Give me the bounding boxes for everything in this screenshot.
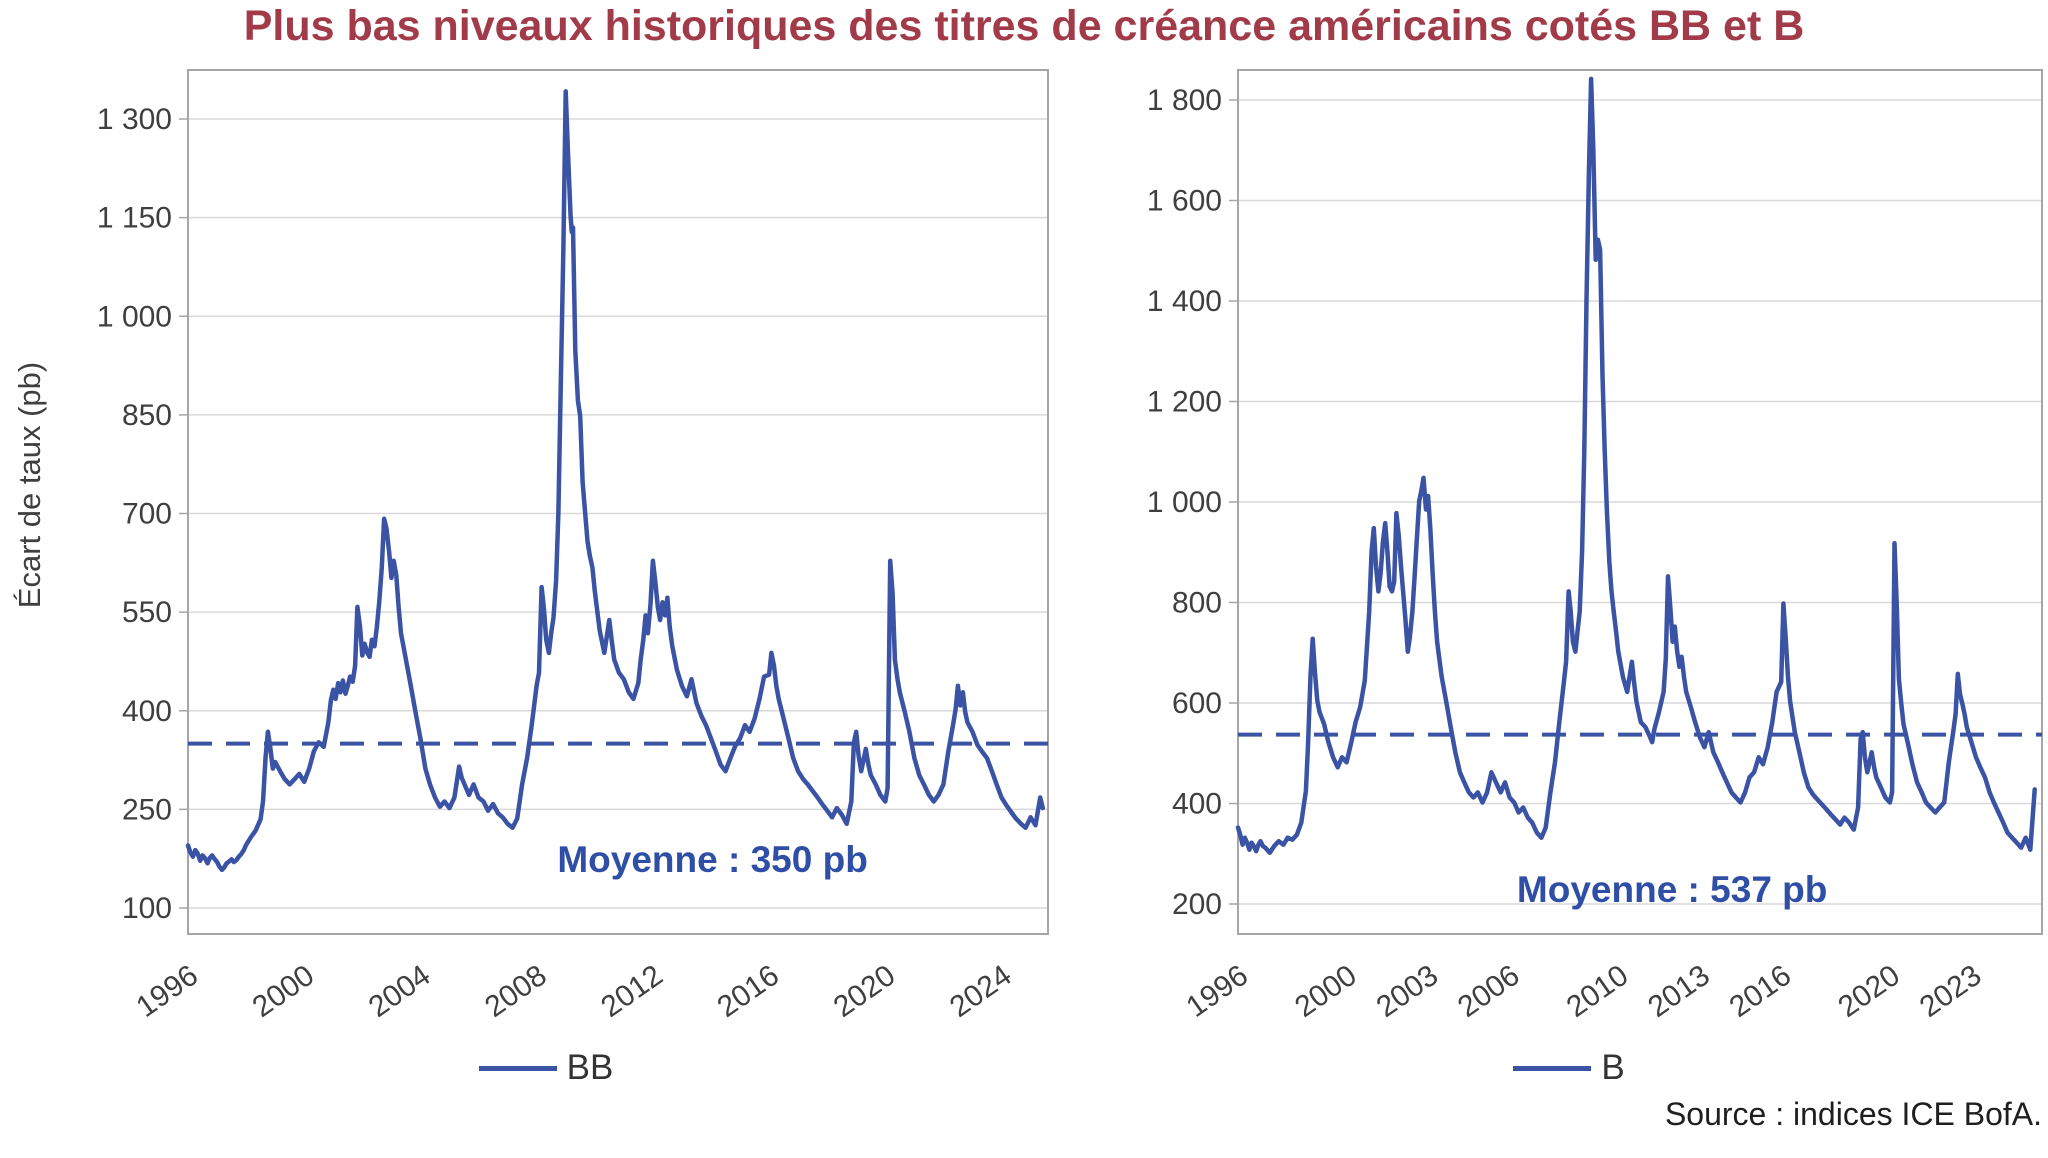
svg-text:2000: 2000 <box>247 959 321 1024</box>
svg-text:800: 800 <box>1172 587 1222 620</box>
svg-text:2020: 2020 <box>1832 959 1906 1024</box>
svg-text:Moyenne : 537 pb: Moyenne : 537 pb <box>1517 869 1827 910</box>
svg-text:200: 200 <box>1172 888 1222 921</box>
b-spread-chart: 200 400 600 800 1 000 1 200 1 400 1 600 1 800 199… <box>1147 69 2043 1024</box>
svg-text:2016: 2016 <box>1724 959 1798 1024</box>
svg-text:2006: 2006 <box>1452 959 1526 1024</box>
legend-b: B <box>1090 1048 2048 1088</box>
svg-text:400: 400 <box>1172 788 1222 821</box>
svg-text:700: 700 <box>122 498 172 531</box>
svg-text:100: 100 <box>122 892 172 925</box>
svg-text:2008: 2008 <box>479 959 553 1024</box>
svg-text:1 150: 1 150 <box>97 202 172 235</box>
svg-text:1 300: 1 300 <box>97 103 172 136</box>
svg-text:2020: 2020 <box>828 959 902 1024</box>
legend-b-label: B <box>1601 1048 1625 1087</box>
svg-text:1 800: 1 800 <box>1147 84 1222 117</box>
b-series-swatch <box>1513 1065 1592 1071</box>
svg-text:600: 600 <box>1172 687 1222 720</box>
svg-text:2000: 2000 <box>1289 959 1363 1024</box>
bb-series-swatch <box>478 1065 557 1071</box>
page-title: Plus bas niveaux historiques des titres … <box>243 2 1805 50</box>
svg-text:2003: 2003 <box>1371 959 1445 1024</box>
svg-text:400: 400 <box>122 695 172 728</box>
bb-spread-chart: 100 250 400 550 700 850 1 000 1 150 1 300 1996 200… <box>97 69 1049 1024</box>
svg-text:1 000: 1 000 <box>1147 486 1222 519</box>
svg-text:1 600: 1 600 <box>1147 185 1222 218</box>
svg-text:2004: 2004 <box>363 959 437 1024</box>
svg-text:550: 550 <box>122 596 172 629</box>
svg-text:2012: 2012 <box>595 959 669 1024</box>
svg-text:850: 850 <box>122 399 172 432</box>
svg-text:1996: 1996 <box>130 959 204 1024</box>
source-note: Source : indices ICE BofA. <box>1664 1096 2042 1132</box>
svg-text:2016: 2016 <box>711 959 785 1024</box>
legend-bb: BB <box>40 1048 1052 1088</box>
svg-text:250: 250 <box>122 793 172 826</box>
svg-text:1996: 1996 <box>1180 959 1254 1024</box>
svg-text:1 000: 1 000 <box>97 300 172 333</box>
svg-text:1 400: 1 400 <box>1147 285 1222 318</box>
svg-text:1 200: 1 200 <box>1147 386 1222 419</box>
svg-text:Moyenne : 350 pb: Moyenne : 350 pb <box>557 839 867 880</box>
svg-text:2023: 2023 <box>1914 959 1988 1024</box>
svg-text:2024: 2024 <box>944 959 1018 1024</box>
svg-text:2010: 2010 <box>1561 959 1635 1024</box>
legend-bb-label: BB <box>566 1048 614 1087</box>
svg-text:2013: 2013 <box>1642 959 1716 1024</box>
